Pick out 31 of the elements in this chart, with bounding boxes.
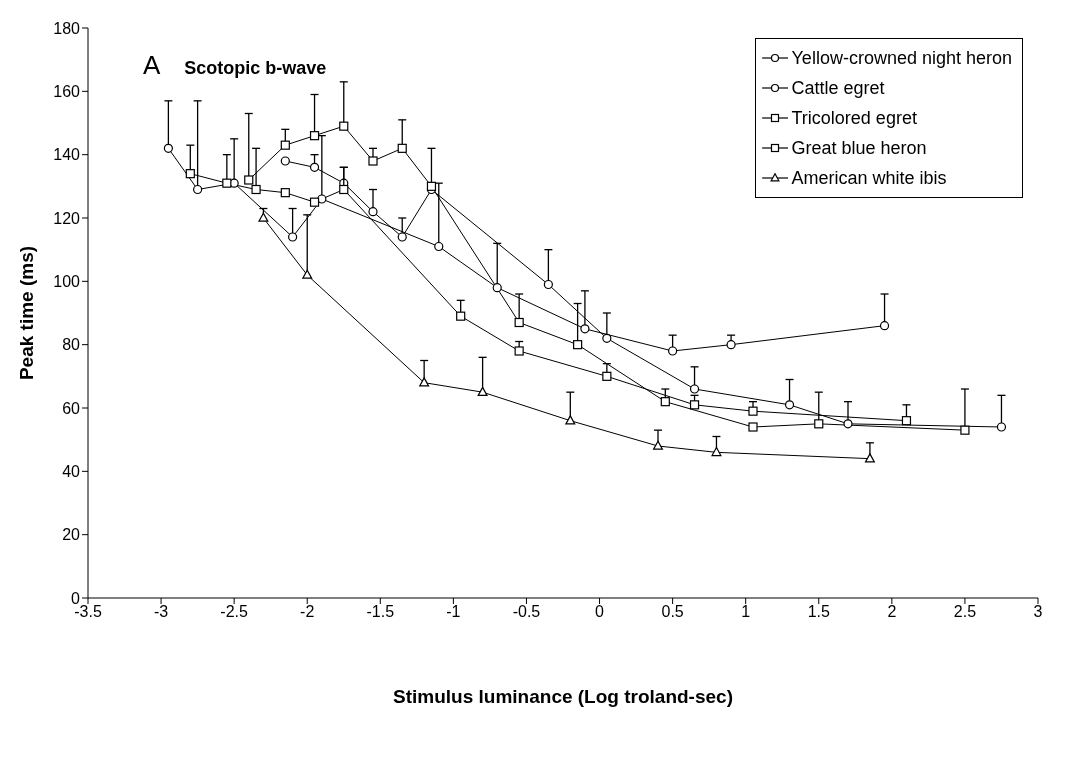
x-tick-label: 0.5: [661, 603, 684, 621]
y-tick-label: 80: [62, 336, 81, 354]
y-tick-label: 60: [62, 399, 81, 417]
x-tick-label: -1.5: [366, 603, 395, 621]
x-tick-label: 2: [887, 603, 897, 621]
x-tick-label: 2.5: [953, 603, 977, 621]
x-tick-label: -2: [300, 603, 315, 621]
y-tick-label: 120: [53, 209, 81, 227]
x-tick-label: -0.5: [512, 603, 541, 621]
y-tick-label: 140: [53, 146, 81, 164]
x-tick-label: -1: [446, 603, 461, 621]
annotation: A: [143, 50, 161, 81]
y-axis-title: Peak time (ms): [15, 245, 37, 381]
legend-label: Cattle egret: [791, 77, 885, 99]
y-tick-label: 40: [62, 463, 81, 481]
x-tick-label: -3: [153, 603, 169, 621]
y-tick-label: 160: [53, 83, 81, 101]
x-axis-title: Stimulus luminance (Log troland-sec): [392, 686, 734, 708]
y-tick-label: 100: [53, 273, 81, 291]
y-tick-label: 180: [53, 19, 81, 37]
x-tick-label: 1: [741, 603, 751, 621]
legend-label: American white ibis: [791, 167, 947, 189]
legend-label: Great blue heron: [791, 137, 927, 159]
x-tick-label: 3: [1033, 603, 1043, 621]
legend-label: Tricolored egret: [791, 107, 917, 129]
y-tick-label: 20: [62, 526, 81, 544]
x-tick-label: 0: [595, 603, 605, 621]
x-tick-label: 1.5: [807, 603, 830, 621]
x-tick-label: -2.5: [220, 603, 249, 621]
legend-label: Yellow-crowned night heron: [791, 47, 1012, 69]
text: Scotopic b-wave: [184, 58, 327, 79]
